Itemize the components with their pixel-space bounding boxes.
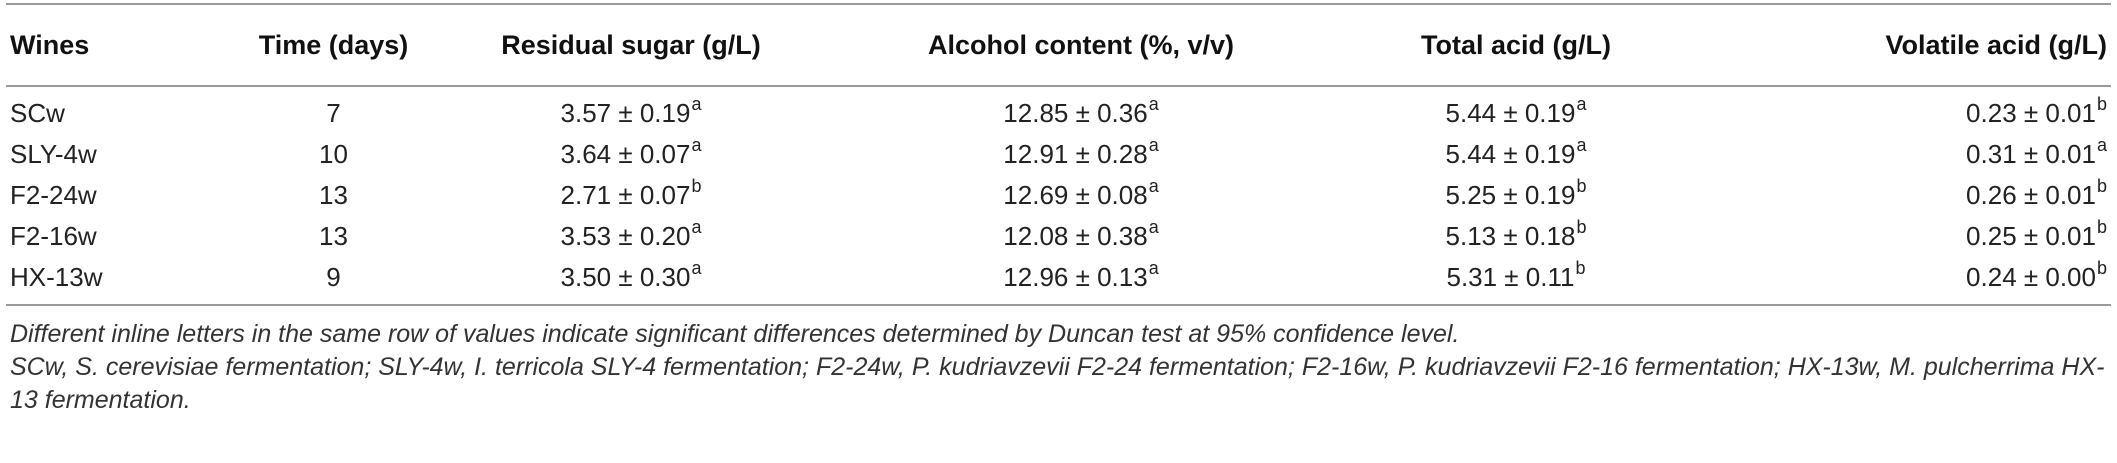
header-alcohol-content: Alcohol content (%, v/v) bbox=[927, 29, 1235, 60]
table-row: SCw 7 3.57 ± 0.19a 12.85 ± 0.36a 5.44 ± … bbox=[6, 86, 2111, 134]
cell-volatile-acid: 0.23 ± 0.01b bbox=[1966, 94, 2107, 128]
cell-time: 10 bbox=[319, 139, 348, 169]
cell-alcohol-content: 12.69 ± 0.08a bbox=[1003, 176, 1159, 210]
significance-letter: a bbox=[1148, 258, 1159, 278]
wine-composition-table: Wines Time (days) Residual sugar (g/L) A… bbox=[6, 3, 2111, 306]
header-volatile-acid: Volatile acid (g/L) bbox=[1885, 29, 2107, 60]
significance-letter: b bbox=[1576, 176, 1587, 196]
cell-wine: SCw bbox=[10, 98, 65, 128]
significance-letter: b bbox=[1575, 258, 1586, 278]
cell-volatile-acid: 0.24 ± 0.00b bbox=[1966, 258, 2107, 292]
cell-residual-sugar: 3.50 ± 0.30a bbox=[560, 258, 702, 292]
significance-letter: a bbox=[691, 258, 702, 278]
significance-letter: b bbox=[2096, 217, 2107, 237]
cell-alcohol-content: 12.08 ± 0.38a bbox=[1003, 217, 1159, 251]
significance-letter: a bbox=[1148, 176, 1159, 196]
table-footnotes: Different inline letters in the same row… bbox=[6, 318, 2110, 417]
significance-letter: a bbox=[691, 135, 702, 155]
header-row: Wines Time (days) Residual sugar (g/L) A… bbox=[6, 4, 2111, 86]
cell-wine: HX-13w bbox=[10, 262, 103, 292]
cell-volatile-acid: 0.25 ± 0.01b bbox=[1966, 217, 2107, 251]
table-figure: Wines Time (days) Residual sugar (g/L) A… bbox=[0, 3, 2117, 463]
cell-total-acid: 5.31 ± 0.11b bbox=[1446, 258, 1586, 292]
significance-letter: b bbox=[691, 176, 702, 196]
cell-residual-sugar: 3.64 ± 0.07a bbox=[560, 135, 702, 169]
table-header: Wines Time (days) Residual sugar (g/L) A… bbox=[6, 4, 2111, 86]
significance-letter: b bbox=[2096, 258, 2107, 278]
cell-wine: F2-24w bbox=[10, 180, 97, 210]
header-total-acid: Total acid (g/L) bbox=[1421, 29, 1611, 60]
significance-letter: b bbox=[1576, 217, 1587, 237]
cell-total-acid: 5.44 ± 0.19a bbox=[1445, 135, 1587, 169]
header-wines: Wines bbox=[10, 29, 90, 60]
cell-volatile-acid: 0.31 ± 0.01a bbox=[1966, 135, 2107, 169]
significance-letter: a bbox=[1148, 217, 1159, 237]
cell-volatile-acid: 0.26 ± 0.01b bbox=[1966, 176, 2107, 210]
significance-letter: a bbox=[691, 217, 702, 237]
cell-alcohol-content: 12.96 ± 0.13a bbox=[1003, 258, 1159, 292]
cell-alcohol-content: 12.91 ± 0.28a bbox=[1003, 135, 1159, 169]
table-body: SCw 7 3.57 ± 0.19a 12.85 ± 0.36a 5.44 ± … bbox=[6, 86, 2111, 305]
abbreviation-note: SCw, S. cerevisiae fermentation; SLY-4w,… bbox=[10, 353, 2105, 414]
significance-letter: a bbox=[1576, 135, 1587, 155]
cell-wine: SLY-4w bbox=[10, 139, 97, 169]
cell-total-acid: 5.44 ± 0.19a bbox=[1445, 94, 1587, 128]
cell-time: 13 bbox=[319, 180, 348, 210]
cell-time: 9 bbox=[326, 262, 341, 292]
cell-residual-sugar: 3.57 ± 0.19a bbox=[560, 94, 702, 128]
cell-residual-sugar: 3.53 ± 0.20a bbox=[560, 217, 702, 251]
table-row: HX-13w 9 3.50 ± 0.30a 12.96 ± 0.13a 5.31… bbox=[6, 257, 2111, 305]
header-time: Time (days) bbox=[258, 29, 409, 60]
significance-letter: a bbox=[691, 94, 702, 114]
significance-letter: a bbox=[1148, 94, 1159, 114]
significance-letter: a bbox=[1148, 135, 1159, 155]
cell-time: 7 bbox=[326, 98, 341, 128]
table-row: F2-24w 13 2.71 ± 0.07b 12.69 ± 0.08a 5.2… bbox=[6, 175, 2111, 216]
cell-wine: F2-16w bbox=[10, 221, 97, 251]
header-residual-sugar: Residual sugar (g/L) bbox=[501, 29, 761, 60]
cell-time: 13 bbox=[319, 221, 348, 251]
table-row: F2-16w 13 3.53 ± 0.20a 12.08 ± 0.38a 5.1… bbox=[6, 216, 2111, 257]
table-row: SLY-4w 10 3.64 ± 0.07a 12.91 ± 0.28a 5.4… bbox=[6, 134, 2111, 175]
cell-alcohol-content: 12.85 ± 0.36a bbox=[1003, 94, 1159, 128]
significance-letter: a bbox=[2096, 135, 2107, 155]
significance-letter: b bbox=[2096, 94, 2107, 114]
cell-residual-sugar: 2.71 ± 0.07b bbox=[560, 176, 702, 210]
significance-letter: a bbox=[1576, 94, 1587, 114]
significance-letter: b bbox=[2096, 176, 2107, 196]
cell-total-acid: 5.13 ± 0.18b bbox=[1445, 217, 1587, 251]
cell-total-acid: 5.25 ± 0.19b bbox=[1445, 176, 1587, 210]
significance-note: Different inline letters in the same row… bbox=[10, 320, 1460, 348]
